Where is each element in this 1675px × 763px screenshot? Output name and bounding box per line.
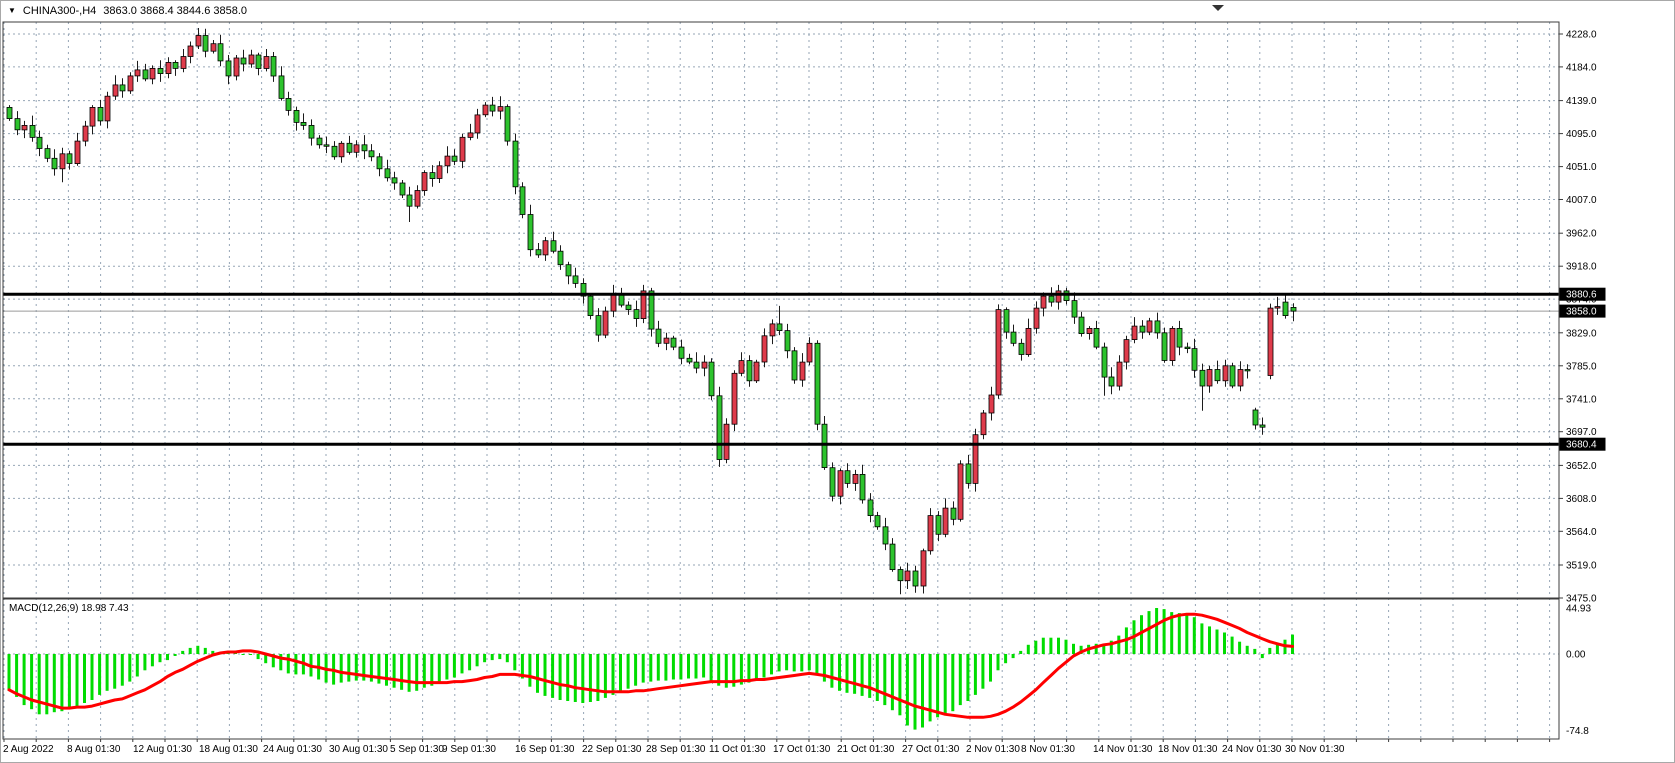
macd-signal-line bbox=[7, 612, 1294, 719]
svg-text:3564.0: 3564.0 bbox=[1566, 527, 1597, 538]
svg-text:4007.0: 4007.0 bbox=[1566, 195, 1597, 206]
svg-text:14 Nov 01:30: 14 Nov 01:30 bbox=[1093, 744, 1153, 755]
svg-text:30 Nov 01:30: 30 Nov 01:30 bbox=[1285, 744, 1345, 755]
candles-layer bbox=[6, 28, 1297, 595]
svg-text:8 Aug 01:30: 8 Aug 01:30 bbox=[67, 744, 121, 755]
svg-text:0.00: 0.00 bbox=[1566, 650, 1586, 661]
svg-text:3829.0: 3829.0 bbox=[1566, 328, 1597, 339]
chart-ohlc-values: 3863.0 3868.4 3844.6 3858.0 bbox=[103, 5, 248, 17]
svg-text:27 Oct 01:30: 27 Oct 01:30 bbox=[902, 744, 960, 755]
svg-text:11 Oct 01:30: 11 Oct 01:30 bbox=[709, 744, 766, 755]
svg-text:12 Aug 01:30: 12 Aug 01:30 bbox=[133, 744, 192, 755]
svg-text:3962.0: 3962.0 bbox=[1566, 229, 1597, 240]
svg-text:30 Aug 01:30: 30 Aug 01:30 bbox=[329, 744, 388, 755]
svg-text:21 Oct 01:30: 21 Oct 01:30 bbox=[837, 744, 895, 755]
svg-text:24 Nov 01:30: 24 Nov 01:30 bbox=[1222, 744, 1282, 755]
grid-vertical bbox=[3, 22, 1551, 739]
svg-text:3858.0: 3858.0 bbox=[1566, 307, 1597, 318]
svg-text:18 Nov 01:30: 18 Nov 01:30 bbox=[1158, 744, 1218, 755]
time-axis: 2 Aug 2022 8 Aug 01:30 12 Aug 01:30 18 Aug … bbox=[3, 739, 1551, 755]
symbol-dropdown-icon[interactable]: ▼ bbox=[8, 6, 16, 15]
macd-histogram bbox=[7, 608, 1294, 730]
svg-text:28 Sep 01:30: 28 Sep 01:30 bbox=[646, 744, 706, 755]
price-badges: 3880.6 3858.0 3680.4 bbox=[1559, 287, 1606, 451]
svg-text:3608.0: 3608.0 bbox=[1566, 494, 1597, 505]
svg-text:8 Nov 01:30: 8 Nov 01:30 bbox=[1021, 744, 1075, 755]
svg-text:44.93: 44.93 bbox=[1566, 604, 1591, 615]
svg-text:3741.0: 3741.0 bbox=[1566, 394, 1597, 405]
svg-text:4228.0: 4228.0 bbox=[1566, 30, 1597, 41]
svg-text:4051.0: 4051.0 bbox=[1566, 162, 1597, 173]
level-lines[interactable] bbox=[3, 292, 1559, 446]
svg-text:3475.0: 3475.0 bbox=[1566, 594, 1597, 605]
chart-symbol-period: CHINA300-,H4 bbox=[22, 5, 97, 17]
svg-text:3680.4: 3680.4 bbox=[1566, 440, 1597, 451]
svg-text:18 Aug 01:30: 18 Aug 01:30 bbox=[199, 744, 258, 755]
svg-text:9 Sep 01:30: 9 Sep 01:30 bbox=[442, 744, 496, 755]
svg-text:4095.0: 4095.0 bbox=[1566, 129, 1597, 140]
svg-text:5 Sep 01:30: 5 Sep 01:30 bbox=[390, 744, 444, 755]
svg-text:16 Sep 01:30: 16 Sep 01:30 bbox=[515, 744, 575, 755]
svg-text:3697.0: 3697.0 bbox=[1566, 427, 1597, 438]
macd-indicator-label: MACD(12,26,9) 18.98 7.43 bbox=[9, 603, 129, 614]
svg-text:-74.8: -74.8 bbox=[1566, 726, 1589, 737]
svg-text:4184.0: 4184.0 bbox=[1566, 62, 1597, 73]
svg-text:3918.0: 3918.0 bbox=[1566, 262, 1597, 273]
chart-title-bar: ▼ CHINA300-,H4 3863.0 3868.4 3844.6 3858… bbox=[1, 1, 1674, 21]
svg-text:3785.0: 3785.0 bbox=[1566, 361, 1597, 372]
panel-borders bbox=[2, 21, 1560, 740]
svg-text:2 Aug 2022: 2 Aug 2022 bbox=[3, 744, 54, 755]
svg-text:3880.6: 3880.6 bbox=[1566, 290, 1597, 301]
grid-horizontal bbox=[3, 33, 1559, 655]
svg-text:24 Aug 01:30: 24 Aug 01:30 bbox=[263, 744, 322, 755]
svg-text:17 Oct 01:30: 17 Oct 01:30 bbox=[773, 744, 831, 755]
chart-shift-marker-icon[interactable] bbox=[1212, 5, 1224, 11]
svg-text:2 Nov 01:30: 2 Nov 01:30 bbox=[966, 744, 1020, 755]
svg-text:3652.0: 3652.0 bbox=[1566, 461, 1597, 472]
price-axis: 4228.0 4184.0 4139.0 4095.0 4051.0 4007.0 3962… bbox=[1559, 30, 1597, 737]
svg-text:4139.0: 4139.0 bbox=[1566, 96, 1597, 107]
svg-text:3519.0: 3519.0 bbox=[1566, 561, 1597, 572]
svg-text:22 Sep 01:30: 22 Sep 01:30 bbox=[582, 744, 642, 755]
